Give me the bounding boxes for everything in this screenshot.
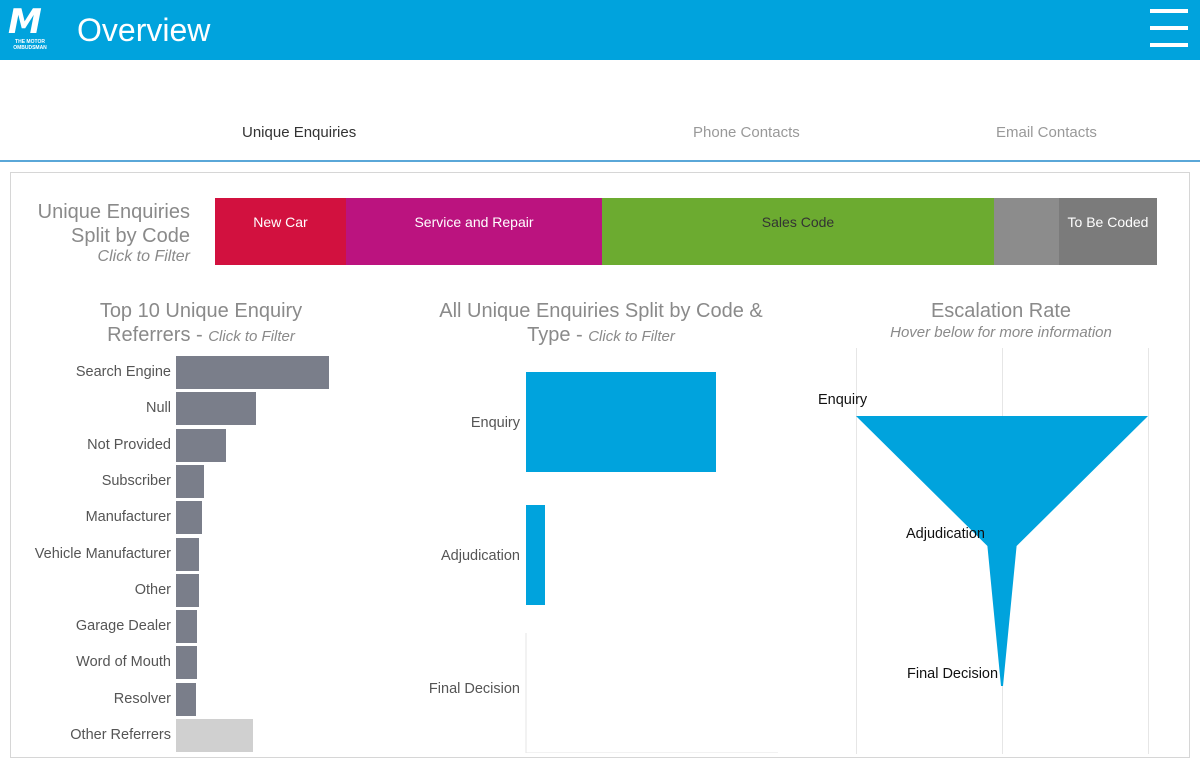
escalation-title-text: Escalation Rate: [930, 300, 1072, 322]
referrers-title-line2: Referrers -: [107, 324, 209, 346]
code-split-hint: Click to Filter: [97, 248, 190, 265]
referrer-label: Not Provided: [87, 436, 171, 453]
tab-bar: Unique Enquiries Phone Contacts Email Co…: [0, 60, 1200, 162]
motor-ombudsman-logo[interactable]: M THE MOTOR OMBUDSMAN: [8, 5, 52, 53]
referrer-label: Search Engine: [75, 364, 171, 380]
tab-phone-contacts[interactable]: Phone Contacts: [693, 124, 800, 141]
referrers-hint: Click to Filter: [208, 328, 295, 345]
hamburger-menu-icon[interactable]: [1150, 9, 1188, 49]
referrer-bar[interactable]: [176, 646, 197, 680]
by-type-label: Enquiry: [471, 415, 521, 431]
logo-sub-line-2: OMBUDSMAN: [13, 45, 47, 51]
code-split-title: Unique Enquiries Split by Code Click to …: [27, 200, 190, 266]
referrer-bar[interactable]: [176, 610, 197, 644]
logo-sub-line-1: THE MOTOR: [15, 39, 45, 45]
funnel-svg: Enquiry Adjudication Final Decision: [818, 348, 1149, 754]
referrer-label: Other: [134, 581, 171, 598]
funnel-stage-label: Adjudication: [906, 526, 985, 542]
referrer-bar[interactable]: [176, 682, 196, 716]
by-type-label: Final Decision: [429, 681, 520, 697]
referrer-label: Garage Dealer: [75, 618, 171, 635]
code-segment-new-car[interactable]: New Car: [215, 198, 346, 265]
referrer-bar[interactable]: [176, 719, 253, 752]
referrer-label: Word of Mouth: [76, 654, 171, 671]
tab-unique-enquiries[interactable]: Unique Enquiries: [242, 124, 357, 141]
by-type-bar[interactable]: [526, 372, 716, 472]
by-type-title-line2: Type -: [527, 324, 589, 346]
referrer-label: Resolver: [113, 690, 171, 707]
referrer-bar[interactable]: [176, 356, 329, 389]
by-type-chart: Enquiry Adjudication Final Decision: [426, 343, 786, 754]
referrer-bar[interactable]: [176, 392, 256, 426]
by-type-title: All Unique Enquiries Split by Code & Typ…: [421, 299, 781, 349]
by-type-label: Adjudication: [441, 548, 520, 564]
by-type-bar[interactable]: [526, 505, 545, 605]
code-split-title-line1: Unique Enquiries: [37, 201, 190, 223]
code-segment-service-and-repair[interactable]: Service and Repair: [346, 198, 602, 265]
escalation-hint: Hover below for more information: [890, 324, 1112, 341]
app-header: M THE MOTOR OMBUDSMAN Overview: [0, 0, 1200, 60]
code-split-bar: New Car Service and Repair Sales Code To Be…: [215, 198, 1158, 265]
by-type-svg: Enquiry Adjudication Final Decision: [429, 372, 778, 754]
by-type-hint: Click to Filter: [588, 328, 675, 345]
dashboard-panel: Unique Enquiries Split by Code Click to …: [10, 172, 1190, 758]
code-segment-sales-code[interactable]: Sales Code: [602, 198, 994, 265]
referrer-label: Manufacturer: [85, 509, 171, 526]
referrer-bar[interactable]: [176, 501, 202, 535]
by-type-title-line1: All Unique Enquiries Split by Code &: [439, 300, 763, 322]
referrer-label: Vehicle Manufacturer: [34, 545, 171, 562]
page-title: Overview: [77, 12, 211, 48]
referrers-title-line1: Top 10 Unique Enquiry: [99, 300, 303, 322]
code-segment-unlabelled[interactable]: [994, 198, 1059, 265]
referrer-label: Subscriber: [101, 472, 171, 489]
funnel-stage-label: Final Decision: [907, 666, 998, 682]
referrers-title: Top 10 Unique Enquiry Referrers - Click …: [51, 299, 351, 349]
escalation-funnel[interactable]: Enquiry Adjudication Final Decision: [818, 348, 1149, 754]
referrer-bar[interactable]: [176, 428, 226, 462]
referrer-bar[interactable]: [176, 573, 199, 607]
referrers-chart: Search Engine Null Not Provided Subscriber M…: [11, 356, 411, 756]
funnel-stage-label: Enquiry: [818, 392, 868, 408]
tab-email-contacts[interactable]: Email Contacts: [996, 124, 1097, 141]
funnel-shape[interactable]: [856, 416, 1148, 686]
referrer-bar[interactable]: [176, 537, 199, 571]
logo-mark: M: [8, 2, 42, 42]
code-segment-to-be-coded[interactable]: To Be Coded: [1059, 198, 1157, 265]
code-split-title-line2: Split by Code: [71, 225, 190, 247]
referrer-label: Other Referrers: [70, 727, 171, 743]
referrer-bar[interactable]: [176, 464, 204, 498]
escalation-title: Escalation Rate Hover below for more inf…: [851, 299, 1151, 343]
referrer-label: Null: [146, 400, 171, 417]
